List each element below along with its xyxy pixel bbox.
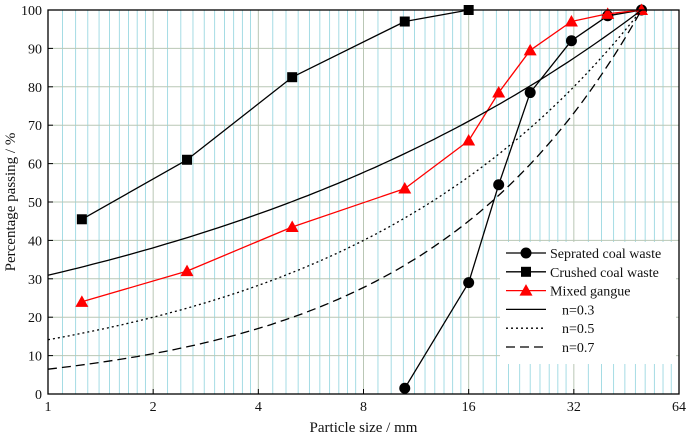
y-tick-label: 70	[28, 119, 42, 134]
legend-label: Crushed coal waste	[550, 266, 659, 281]
legend-label: n=0.3	[562, 303, 594, 318]
legend-label: n=0.5	[562, 322, 594, 337]
series-4	[47, 9, 642, 276]
data-point-triangle	[180, 264, 194, 277]
ticks: 1 2 4 8 16 32 64 0 10 20 30 40 50 60 70 80 90 100	[21, 4, 686, 415]
data-point-square	[182, 154, 193, 165]
data-point-circle	[463, 277, 475, 289]
y-tick-label: 100	[21, 4, 42, 19]
legend-marker-square	[521, 266, 531, 277]
data-point-triangle	[75, 295, 89, 307]
x-axis-title: Particle size / mm	[310, 420, 418, 436]
data-point-circle	[493, 179, 505, 191]
data-point-square	[76, 214, 87, 225]
x-tick-label: 16	[462, 400, 476, 415]
series-5	[47, 9, 643, 341]
y-tick-label: 50	[28, 196, 42, 211]
data-point-triangle	[285, 220, 299, 232]
data-point-triangle	[398, 182, 412, 194]
data-point-square	[287, 72, 298, 83]
y-tick-label: 0	[35, 388, 42, 403]
data-point-triangle	[601, 7, 615, 19]
y-tick-label: 40	[28, 234, 42, 249]
series-line	[47, 9, 642, 276]
legend-marker-circle	[520, 247, 532, 259]
y-tick-label: 30	[28, 273, 42, 288]
data-point-square	[399, 16, 410, 27]
data-point-circle	[399, 382, 411, 394]
x-tick-label: 4	[255, 400, 262, 415]
legend-label: Mixed gangue	[550, 285, 630, 300]
x-tick-label: 8	[360, 400, 367, 415]
x-tick-label: 2	[150, 400, 157, 415]
series-2	[76, 5, 474, 225]
series-line	[81, 9, 642, 303]
data-point-triangle	[462, 134, 476, 146]
legend-label: Seprated coal waste	[550, 247, 661, 262]
y-tick-label: 20	[28, 311, 42, 326]
data-point-circle	[565, 35, 577, 47]
series-layer	[47, 3, 649, 394]
data-point-triangle	[523, 43, 537, 56]
series-6	[47, 9, 643, 370]
x-tick-label: 1	[45, 400, 52, 415]
legend-box	[500, 242, 676, 364]
series-3	[75, 3, 649, 307]
y-tick-label: 90	[28, 42, 42, 57]
y-tick-label: 10	[28, 350, 42, 365]
series-line	[47, 9, 643, 341]
data-point-triangle	[492, 86, 506, 98]
legend-label: n=0.7	[562, 341, 594, 356]
data-point-circle	[524, 87, 536, 99]
legend: Seprated coal waste Crushed coal waste Mix…	[500, 242, 676, 364]
data-point-triangle	[564, 15, 578, 27]
y-axis-title: Percentage passing / %	[3, 133, 19, 272]
x-tick-label: 32	[567, 400, 581, 415]
x-tick-label: 64	[672, 400, 686, 415]
series-line	[47, 9, 643, 370]
y-tick-label: 60	[28, 158, 42, 173]
legend-marker-triangle	[519, 284, 533, 296]
series-line	[81, 9, 469, 220]
y-tick-label: 80	[28, 81, 42, 96]
